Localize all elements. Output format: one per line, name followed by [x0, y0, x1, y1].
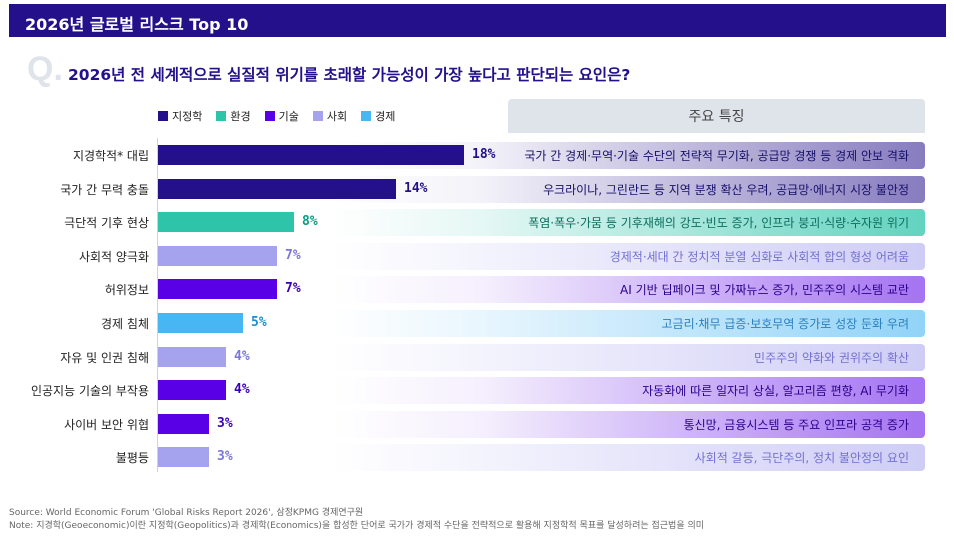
category-label: 경제 침체	[101, 317, 149, 331]
source-note: Source: World Economic Forum 'Global Ris…	[9, 508, 364, 518]
value-label: 3%	[217, 449, 233, 465]
bar	[158, 447, 209, 468]
feature-description: 폭염·폭우·가뭄 등 기후재해의 강도·빈도 증가, 인프라 붕괴·식량·수자원…	[330, 209, 925, 237]
features-header: 주요 특징	[508, 99, 925, 133]
legend-label: 사회	[326, 110, 348, 123]
feature-description: 우크라이나, 그린란드 등 지역 분쟁 확산 우려, 공급망·에너지 시장 불안…	[330, 175, 925, 203]
legend-swatch	[158, 111, 168, 121]
bar	[158, 245, 277, 266]
bar	[158, 346, 226, 367]
bar	[158, 380, 226, 401]
legend-label: 환경	[230, 110, 251, 123]
legend-swatch	[216, 111, 227, 121]
value-label: 8%	[302, 214, 318, 230]
legend-item-economy: 경제	[361, 108, 395, 124]
legend-item-environment: 환경	[216, 108, 251, 124]
legend-label: 경제	[375, 110, 396, 123]
legend-item-society: 사회	[312, 108, 348, 124]
category-label: 사회적 양극화	[78, 249, 149, 264]
bar	[158, 413, 209, 434]
bar	[158, 212, 294, 233]
legend-swatch	[312, 111, 323, 121]
legend-label: 지정학	[172, 110, 203, 123]
legend-item-geopolitics: 지정학	[158, 108, 202, 124]
feature-description: 민주주의 약화와 권위주의 확산	[330, 343, 925, 371]
category-label: 자유 및 인권 침해	[60, 350, 149, 365]
question-text: 2026년 전 세계적으로 실질적 위기를 초래할 가능성이 가장 높다고 판단…	[68, 66, 631, 84]
bar	[158, 178, 396, 199]
value-label: 3%	[217, 415, 233, 431]
legend-swatch	[264, 111, 275, 121]
category-label: 인공지능 기술의 부작용	[30, 384, 149, 399]
category-label: 사이버 보안 위협	[64, 417, 149, 432]
feature-description: 자동화에 따른 일자리 상실, 알고리즘 편향, AI 무기화	[330, 377, 925, 405]
feature-description: AI 기반 딥페이크 및 가짜뉴스 증가, 민주주의 시스템 교란	[330, 276, 925, 304]
value-label: 7%	[285, 247, 301, 263]
feature-description: 고금리·채무 급증·보호무역 증가로 성장 둔화 우려	[330, 310, 925, 337]
value-label: 18%	[472, 147, 496, 162]
category-label: 불평등	[115, 451, 149, 466]
feature-description: 사회적 갈등, 극단주의, 정치 불안정의 요인	[330, 444, 925, 472]
page-title: 2026년 글로벌 리스크 Top 10	[25, 15, 249, 34]
feature-description: 경제적·세대 간 정치적 분열 심화로 사회적 합의 형성 어려움	[330, 242, 925, 270]
value-label: 4%	[234, 382, 250, 398]
legend-label: 기술	[278, 110, 299, 123]
bar	[158, 279, 277, 300]
category-label: 지경학적* 대립	[72, 149, 149, 163]
value-label: 14%	[404, 180, 428, 196]
footnote: Note: 지경학(Geoeconomic)이란 지정학(Geopolitics…	[9, 521, 705, 531]
question-mark-label: Q.	[27, 50, 63, 88]
y-axis-line	[157, 138, 158, 472]
category-label: 국가 간 무력 충돌	[60, 182, 149, 197]
bar	[158, 313, 243, 333]
legend-item-technology: 기술	[264, 108, 299, 124]
legend-swatch	[361, 111, 372, 121]
bar	[158, 145, 464, 165]
value-label: 7%	[285, 281, 301, 297]
value-label: 5%	[251, 315, 267, 330]
title-bar: 2026년 글로벌 리스크 Top 10	[9, 4, 946, 37]
legend: 지정학 환경 기술 사회 경제	[158, 108, 395, 124]
category-label: 극단적 기후 현상	[64, 216, 149, 231]
category-label: 허위정보	[104, 283, 149, 298]
value-label: 4%	[234, 348, 250, 364]
feature-description: 통신망, 금융시스템 등 주요 인프라 공격 증가	[330, 410, 925, 438]
